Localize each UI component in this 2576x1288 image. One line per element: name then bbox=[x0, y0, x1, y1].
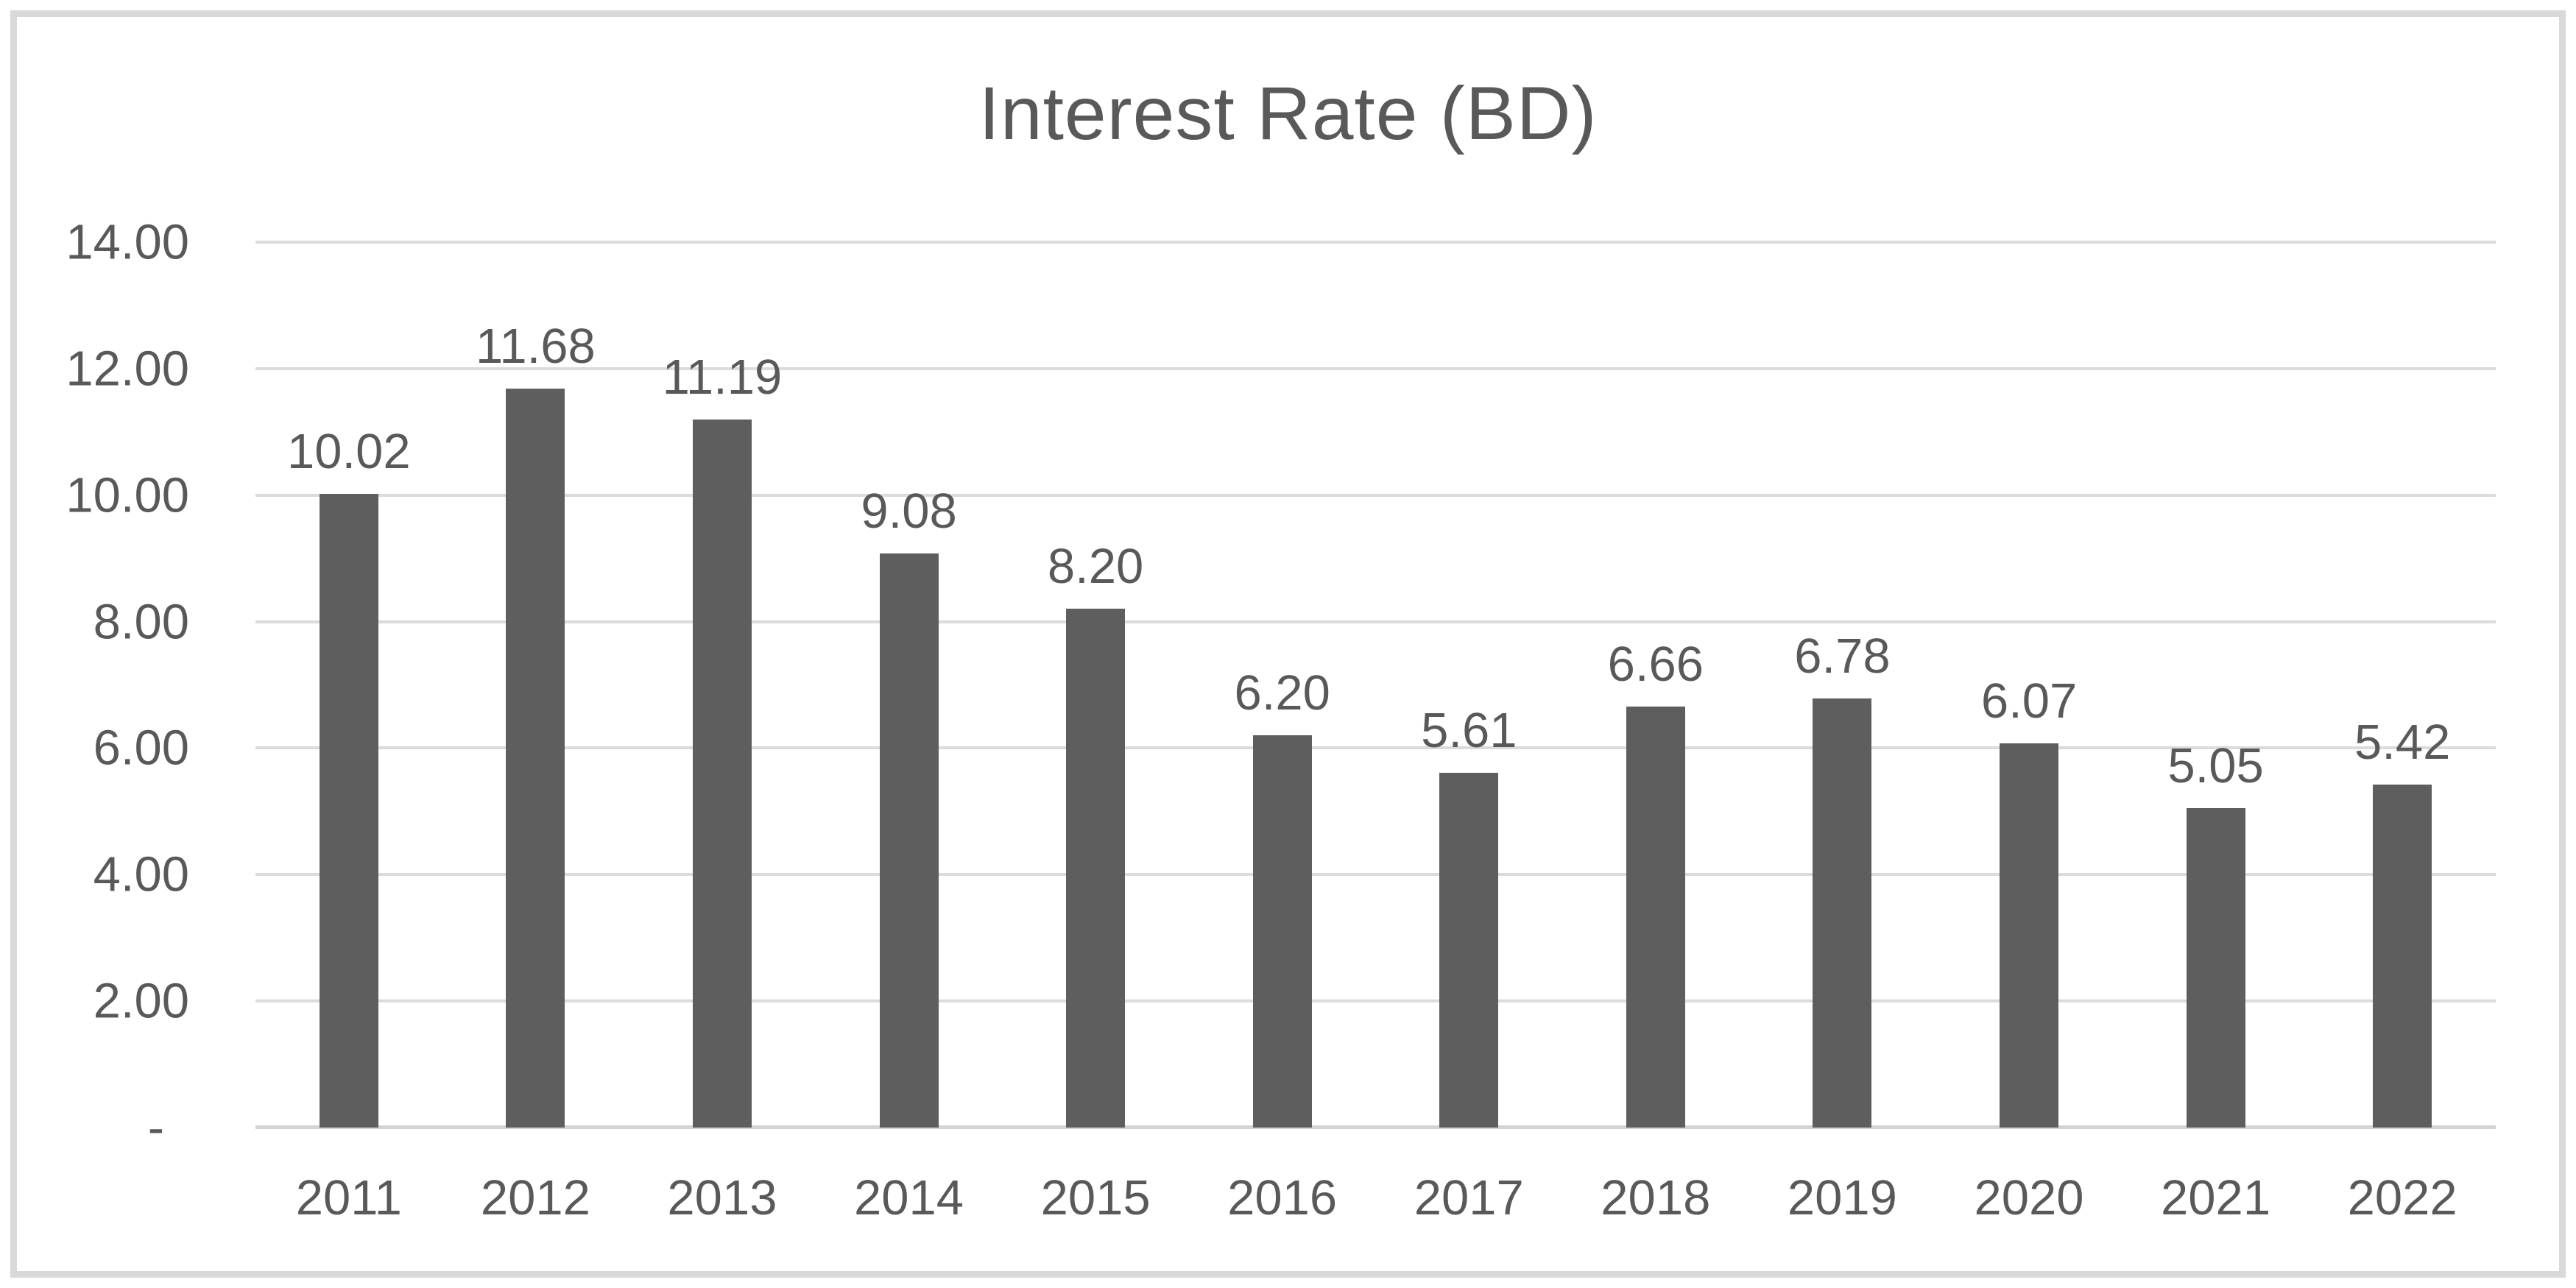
data-label-2011: 10.02 bbox=[286, 424, 411, 479]
y-tick-label-2.00: 2.00 bbox=[93, 973, 189, 1029]
data-label-2017: 5.61 bbox=[1421, 702, 1517, 758]
bar-2022[interactable] bbox=[2373, 785, 2432, 1128]
data-label-2022: 5.42 bbox=[2354, 715, 2451, 771]
bar-2014[interactable] bbox=[879, 553, 939, 1128]
gridline-8.00 bbox=[255, 620, 2496, 623]
bar-2012[interactable] bbox=[506, 389, 565, 1128]
gridline-10.00 bbox=[255, 493, 2496, 497]
y-tick-label-14.00: 14.00 bbox=[66, 214, 189, 270]
x-tick-label-2015: 2015 bbox=[1040, 1170, 1151, 1225]
y-tick-label-0: - bbox=[147, 1100, 164, 1156]
data-label-2014: 9.08 bbox=[861, 483, 957, 539]
data-label-2021: 5.05 bbox=[2167, 738, 2264, 794]
plot-area: 10.02 11.68 11.19 9.08 8.20 6.20 5.61 6.66 6.78 6… bbox=[255, 241, 2496, 1129]
bar-2021[interactable] bbox=[2186, 808, 2245, 1128]
x-tick-label-2011: 2011 bbox=[295, 1170, 402, 1225]
bar-2020[interactable] bbox=[2000, 743, 2059, 1128]
gridline-14.00 bbox=[255, 241, 2496, 244]
x-tick-label-2020: 2020 bbox=[1974, 1170, 2084, 1225]
bar-2011[interactable] bbox=[319, 494, 378, 1128]
x-tick-label-2022: 2022 bbox=[2347, 1170, 2457, 1225]
x-tick-label-2019: 2019 bbox=[1787, 1170, 1897, 1225]
gridline-2.00 bbox=[255, 999, 2496, 1003]
x-axis-tick-labels: 2011 2012 2013 2014 2015 2016 2017 2018 2019 2020… bbox=[255, 1169, 2496, 1235]
x-tick-label-2018: 2018 bbox=[1601, 1170, 1711, 1225]
data-label-2020: 6.07 bbox=[1980, 673, 2078, 729]
x-tick-label-2017: 2017 bbox=[1414, 1170, 1524, 1225]
bar-2015[interactable] bbox=[1066, 609, 1126, 1128]
data-label-2012: 11.68 bbox=[476, 319, 596, 375]
y-tick-label-4.00: 4.00 bbox=[93, 846, 189, 902]
x-tick-label-2014: 2014 bbox=[853, 1170, 964, 1225]
y-tick-label-12.00: 12.00 bbox=[66, 341, 189, 397]
x-tick-label-2016: 2016 bbox=[1227, 1170, 1338, 1225]
bar-2013[interactable] bbox=[692, 420, 752, 1128]
bar-2019[interactable] bbox=[1813, 698, 1872, 1128]
data-label-2015: 8.20 bbox=[1047, 539, 1144, 595]
y-axis-tick-labels: 14.00 12.00 10.00 8.00 6.00 4.00 2.00- bbox=[0, 218, 189, 1153]
y-tick-label-10.00: 10.00 bbox=[66, 467, 189, 523]
data-label-2018: 6.66 bbox=[1607, 636, 1704, 692]
data-label-2013: 11.19 bbox=[662, 350, 783, 406]
x-axis-line bbox=[255, 1125, 2496, 1129]
chart-title: Interest Rate (BD) bbox=[978, 71, 1598, 155]
x-tick-label-2012: 2012 bbox=[480, 1170, 590, 1225]
data-label-2016: 6.20 bbox=[1234, 665, 1330, 721]
gridline-4.00 bbox=[255, 873, 2496, 877]
bar-2018[interactable] bbox=[1626, 706, 1685, 1128]
bar-2017[interactable] bbox=[1439, 772, 1499, 1128]
data-label-2019: 6.78 bbox=[1794, 629, 1891, 684]
x-tick-label-2021: 2021 bbox=[2161, 1170, 2271, 1225]
x-tick-label-2013: 2013 bbox=[667, 1170, 777, 1225]
bar-2016[interactable] bbox=[1252, 735, 1312, 1128]
gridline-12.00 bbox=[255, 367, 2496, 370]
gridline-6.00 bbox=[255, 746, 2496, 750]
y-tick-label-8.00: 8.00 bbox=[93, 594, 189, 650]
y-tick-label-6.00: 6.00 bbox=[93, 720, 189, 776]
